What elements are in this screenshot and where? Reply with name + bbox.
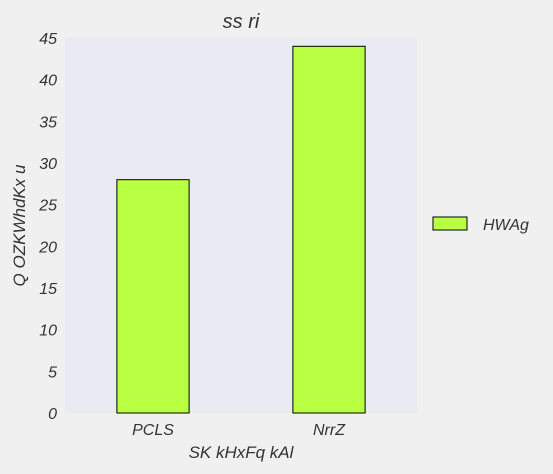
y-tick-label: 5 [48, 364, 57, 381]
y-tick-label: 0 [48, 406, 57, 423]
y-tick-label: 45 [39, 31, 57, 48]
y-tick-label: 15 [39, 281, 57, 298]
y-tick-label: 10 [39, 323, 57, 340]
y-tick-label: 25 [38, 198, 57, 215]
bar-NrrZ [292, 45, 366, 414]
chart-title: ss ri [223, 11, 260, 33]
y-tick-labels: 0 5 10 15 20 25 30 35 40 45 [38, 31, 57, 423]
x-tick-label: NrrZ [313, 422, 346, 439]
legend-swatch [432, 216, 468, 231]
legend: HWAg [432, 216, 529, 234]
bars-group [116, 45, 366, 414]
y-tick-label: 30 [39, 156, 57, 173]
y-tick-label: 40 [39, 73, 57, 90]
x-axis-label: SK kHxFq kAl [189, 443, 295, 462]
x-tick-labels: PCLS NrrZ [132, 422, 346, 439]
y-tick-label: 35 [39, 114, 57, 131]
y-axis-label: Q OZKWhdKx u [10, 164, 29, 286]
bar-PCLS [116, 179, 190, 414]
y-tick-label: 20 [38, 239, 57, 256]
x-tick-label: PCLS [132, 422, 174, 439]
legend-label: HWAg [483, 217, 529, 234]
